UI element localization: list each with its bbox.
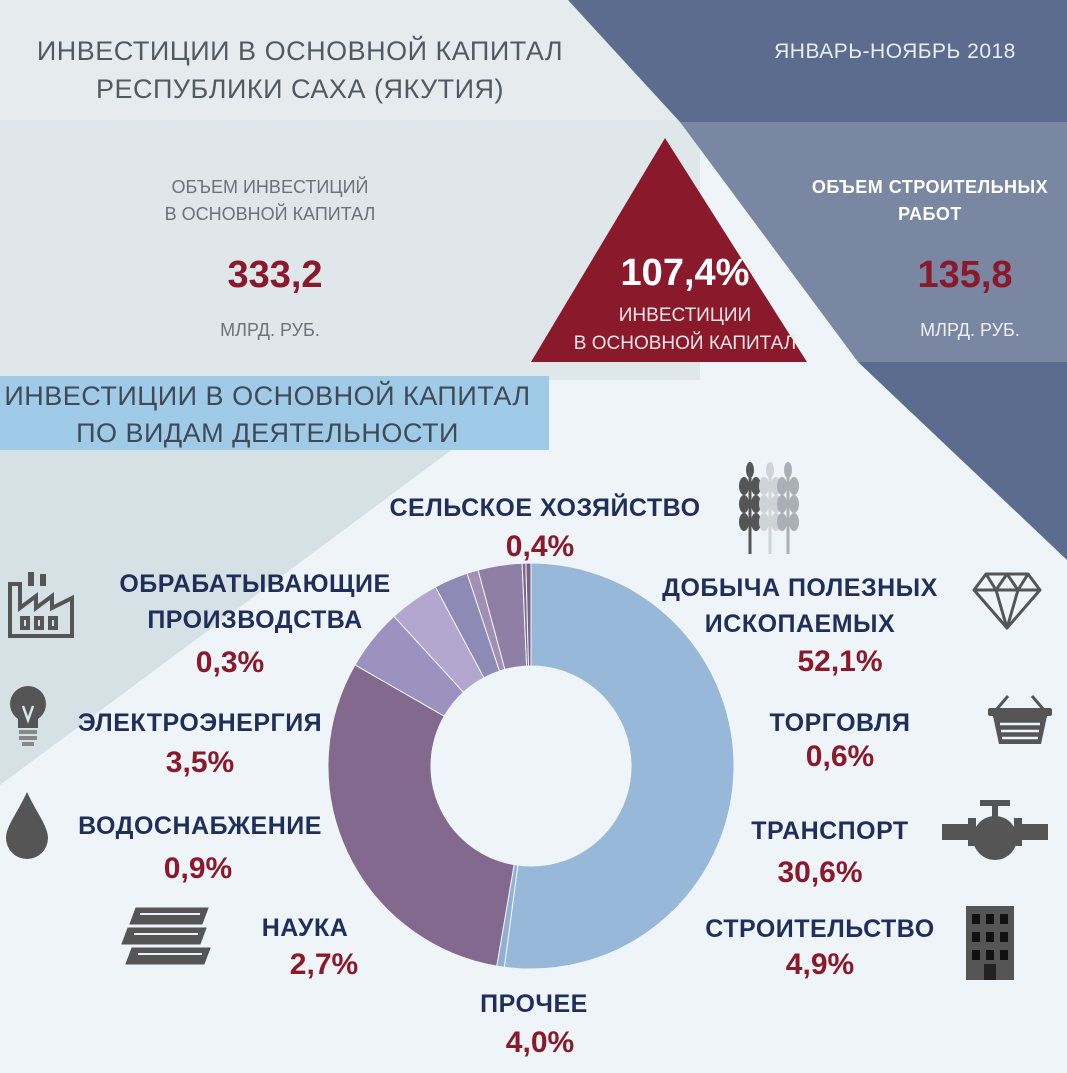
wheat-icon bbox=[739, 462, 799, 554]
pct-science: 2,7% bbox=[289, 948, 359, 981]
growth-label: ИНВЕСТИЦИИ В ОСНОВНОЙ КАПИТАЛ bbox=[540, 302, 830, 358]
donut-slices bbox=[327, 562, 735, 970]
construction-volume-unit: МЛРД. РУБ. bbox=[920, 320, 1020, 340]
construction-volume-value: 135,8 bbox=[917, 254, 1013, 296]
donut-slice-mining bbox=[503, 562, 735, 970]
section-title: ИНВЕСТИЦИИ В ОСНОВНОЙ КАПИТАЛ ПО ВИДАМ Д… bbox=[0, 378, 535, 452]
growth-value: 107,4% bbox=[620, 252, 750, 294]
investment-volume-value: 333,2 bbox=[227, 254, 323, 296]
title-line-2: РЕСПУБЛИКИ САХА (ЯКУТИЯ) bbox=[95, 74, 505, 104]
diamond-icon bbox=[972, 572, 1042, 630]
title-line-1: ИНВЕСТИЦИИ В ОСНОВНОЙ КАПИТАЛ bbox=[36, 36, 564, 66]
pipe-valve-icon bbox=[942, 800, 1048, 860]
right-panel bbox=[680, 122, 1067, 362]
right-wedge bbox=[858, 362, 1067, 560]
building-icon bbox=[966, 906, 1014, 980]
period: ЯНВАРЬ-НОЯБРЬ 2018 bbox=[774, 40, 1016, 63]
title-band bbox=[0, 0, 680, 120]
pct-trade: 0,6% bbox=[805, 740, 875, 773]
label-manufacturing-line-2: ПРОИЗВОДСТВА bbox=[147, 606, 363, 634]
light-bulb-icon bbox=[10, 686, 46, 746]
pct-transport: 30,6% bbox=[777, 856, 863, 889]
basket-icon bbox=[988, 695, 1052, 744]
label-mining-line-2: ИСКОПАЕМЫХ bbox=[704, 610, 896, 638]
period-band bbox=[568, 0, 1067, 122]
label-other: ПРОЧЕЕ bbox=[480, 990, 588, 1018]
label-transport: ТРАНСПОРТ bbox=[751, 817, 909, 845]
pct-other: 4,0% bbox=[505, 1026, 575, 1059]
pct-energy: 3,5% bbox=[165, 746, 235, 779]
label-building: СТРОИТЕЛЬСТВО bbox=[705, 915, 935, 943]
growth-triangle bbox=[531, 138, 807, 362]
investment-volume-label: ОБЪЕМ ИНВЕСТИЦИЙ В ОСНОВНОЙ КАПИТАЛ bbox=[120, 174, 420, 228]
section-title-line-1: ИНВЕСТИЦИИ В ОСНОВНОЙ КАПИТАЛ bbox=[4, 381, 531, 411]
label-trade: ТОРГОВЛЯ bbox=[769, 709, 911, 737]
investment-volume-unit: МЛРД. РУБ. bbox=[220, 320, 320, 340]
investment-label-line-2: В ОСНОВНОЙ КАПИТАЛ bbox=[164, 204, 376, 224]
investment-label-line-1: ОБЪЕМ ИНВЕСТИЦИЙ bbox=[171, 177, 369, 197]
water-drop-icon bbox=[6, 792, 48, 859]
growth-label-line-2: В ОСНОВНОЙ КАПИТАЛ bbox=[573, 333, 797, 354]
pct-agriculture: 0,4% bbox=[505, 530, 575, 563]
construction-volume-label: ОБЪЕМ СТРОИТЕЛЬНЫХ РАБОТ bbox=[780, 174, 1067, 228]
section-banner bbox=[0, 376, 549, 450]
page-title: ИНВЕСТИЦИИ В ОСНОВНОЙ КАПИТАЛ РЕСПУБЛИКИ… bbox=[20, 32, 580, 108]
books-icon bbox=[121, 907, 211, 965]
construction-label-line-2: РАБОТ bbox=[898, 204, 962, 224]
label-science: НАУКА bbox=[261, 914, 349, 942]
factory-icon bbox=[8, 572, 74, 638]
section-title-line-2: ПО ВИДАМ ДЕЯТЕЛЬНОСТИ bbox=[76, 418, 459, 448]
pct-water: 0,9% bbox=[163, 852, 233, 885]
donut-slice-agriculture bbox=[525, 562, 532, 667]
pct-building: 4,9% bbox=[785, 948, 855, 981]
label-agriculture: СЕЛЬСКОЕ ХОЗЯЙСТВО bbox=[389, 494, 701, 522]
label-mining: ДОБЫЧА ПОЛЕЗНЫХ ИСКОПАЕМЫХ bbox=[620, 570, 980, 642]
label-mining-line-1: ДОБЫЧА ПОЛЕЗНЫХ bbox=[662, 574, 938, 602]
label-water: ВОДОСНАБЖЕНИЕ bbox=[78, 812, 322, 840]
label-manufacturing: ОБРАБАТЫВАЮЩИЕ ПРОИЗВОДСТВА bbox=[60, 566, 450, 638]
donut-slice-transport bbox=[327, 664, 515, 967]
pct-manufacturing: 0,3% bbox=[195, 646, 265, 679]
label-manufacturing-line-1: ОБРАБАТЫВАЮЩИЕ bbox=[119, 570, 391, 598]
lower-left-panel bbox=[0, 380, 546, 785]
construction-label-line-1: ОБЪЕМ СТРОИТЕЛЬНЫХ bbox=[811, 177, 1049, 197]
pct-mining: 52,1% bbox=[797, 645, 883, 678]
label-energy: ЭЛЕКТРОЭНЕРГИЯ bbox=[77, 709, 323, 737]
growth-label-line-1: ИНВЕСТИЦИИ bbox=[618, 305, 752, 326]
